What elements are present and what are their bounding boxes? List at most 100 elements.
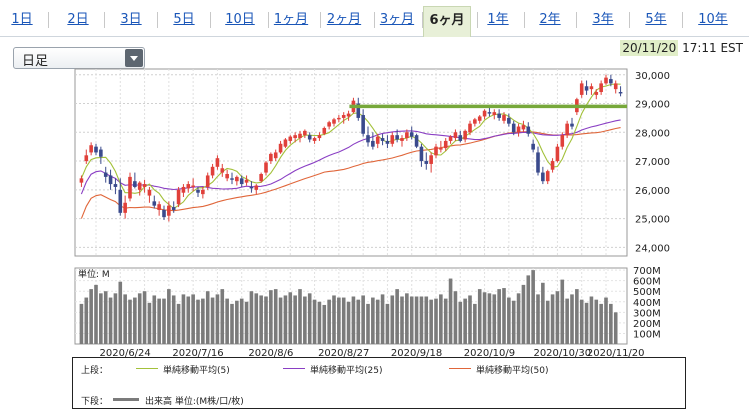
price-tick-label: 26,000 xyxy=(635,186,670,197)
candle-body xyxy=(133,181,137,187)
volume-bar xyxy=(133,297,137,344)
legend-ma25-swatch xyxy=(283,368,305,369)
tab-3[interactable]: 3日 xyxy=(120,12,142,27)
volume-bar xyxy=(278,297,283,344)
volume-bar xyxy=(113,293,118,344)
volume-bar xyxy=(575,289,579,344)
volume-bar xyxy=(468,295,472,344)
price-tick-label: 25,000 xyxy=(635,215,670,226)
volume-bar xyxy=(439,294,443,344)
candle-body xyxy=(516,126,521,133)
volume-bar xyxy=(259,295,263,344)
candle-body xyxy=(521,125,526,130)
candle-body xyxy=(254,185,259,190)
volume-bar xyxy=(128,299,132,344)
candle-body xyxy=(157,204,161,210)
volume-bar xyxy=(390,295,395,344)
volume-bar xyxy=(205,291,210,344)
price-tick-label: 29,000 xyxy=(635,100,670,111)
chevron-down-icon[interactable] xyxy=(125,49,143,67)
candle-body xyxy=(589,86,594,90)
candle-body xyxy=(171,207,176,210)
tab-separator xyxy=(374,12,375,28)
candle-body xyxy=(322,127,327,134)
candle-body xyxy=(181,186,186,193)
volume-bar xyxy=(405,293,409,344)
volume-bar xyxy=(507,297,511,344)
volume-bar xyxy=(162,298,166,344)
volume-bar xyxy=(341,297,346,344)
tab-9[interactable]: 6ヶ月 xyxy=(423,6,471,37)
volume-bar xyxy=(570,294,574,344)
volume-bar xyxy=(249,291,254,344)
candle-body xyxy=(609,79,613,84)
candle-body xyxy=(152,201,157,206)
volume-bar xyxy=(560,279,565,344)
candle-body xyxy=(278,143,283,153)
volume-tick-label: 700M xyxy=(633,266,661,277)
tab-separator xyxy=(157,12,158,28)
candle-body xyxy=(448,136,453,141)
tab-7[interactable]: 2ヶ月 xyxy=(326,12,362,27)
candle-body xyxy=(424,161,429,164)
tab-separator xyxy=(477,12,478,28)
volume-bar xyxy=(283,295,288,344)
volume-bar xyxy=(371,297,375,344)
volume-bar xyxy=(84,297,89,344)
tab-1[interactable]: 1日 xyxy=(11,12,33,27)
tab-8[interactable]: 3ヶ月 xyxy=(379,12,415,27)
ma5-line xyxy=(80,83,621,210)
volume-bar xyxy=(123,294,127,344)
tab-13[interactable]: 5年 xyxy=(645,12,667,27)
candle-body xyxy=(599,83,603,93)
legend-ma5: 単純移動平均(5) xyxy=(163,366,230,376)
candle-body xyxy=(293,135,297,139)
tab-separator xyxy=(48,12,49,28)
volume-bar xyxy=(589,296,594,344)
date-tick-label: 2020/10/9 xyxy=(464,348,515,359)
candle-body xyxy=(560,135,565,147)
volume-unit-label: 単位: M xyxy=(78,268,110,280)
candle-body xyxy=(210,166,215,176)
candle-body xyxy=(273,152,278,159)
tab-12[interactable]: 3年 xyxy=(592,12,614,27)
candle-body xyxy=(128,176,132,199)
volume-tick-label: 300M xyxy=(633,308,661,319)
tab-6[interactable]: 1ヶ月 xyxy=(273,12,309,27)
candle-body xyxy=(317,135,322,139)
candle-body xyxy=(259,174,263,182)
candle-body xyxy=(526,126,531,134)
volume-bar xyxy=(225,298,229,344)
volume-bar xyxy=(79,303,84,344)
candle-body xyxy=(298,133,302,139)
volume-bar xyxy=(327,299,331,344)
tab-separator xyxy=(320,12,321,28)
candle-body xyxy=(312,138,317,141)
tab-5[interactable]: 10日 xyxy=(225,12,255,27)
price-tick-label: 27,000 xyxy=(635,157,670,168)
candle-body xyxy=(487,112,492,114)
volume-bar xyxy=(322,304,327,344)
volume-bar xyxy=(220,289,225,344)
candle-body xyxy=(473,119,477,124)
volume-bar xyxy=(210,297,215,344)
tab-10[interactable]: 1年 xyxy=(487,12,509,27)
tab-11[interactable]: 2年 xyxy=(539,12,561,27)
candle-body xyxy=(536,152,540,173)
candle-body xyxy=(191,185,195,187)
tab-14[interactable]: 10年 xyxy=(698,12,728,27)
candle-body xyxy=(443,140,448,149)
volume-tick-label: 100M xyxy=(633,329,661,340)
candle-body xyxy=(361,115,365,134)
tab-2[interactable]: 2日 xyxy=(67,12,89,27)
volume-bar xyxy=(273,289,278,344)
candle-body xyxy=(511,123,516,133)
candle-body xyxy=(176,189,181,205)
chart-legend: 上段： 単純移動平均(5) 単純移動平均(25) 単純移動平均(50) 下段： … xyxy=(72,357,686,409)
tab-4[interactable]: 5日 xyxy=(173,12,195,27)
ma25-line xyxy=(80,119,621,195)
volume-bar xyxy=(167,289,171,344)
candle-body xyxy=(458,135,463,141)
candle-body xyxy=(594,92,599,95)
volume-bar xyxy=(196,299,200,344)
